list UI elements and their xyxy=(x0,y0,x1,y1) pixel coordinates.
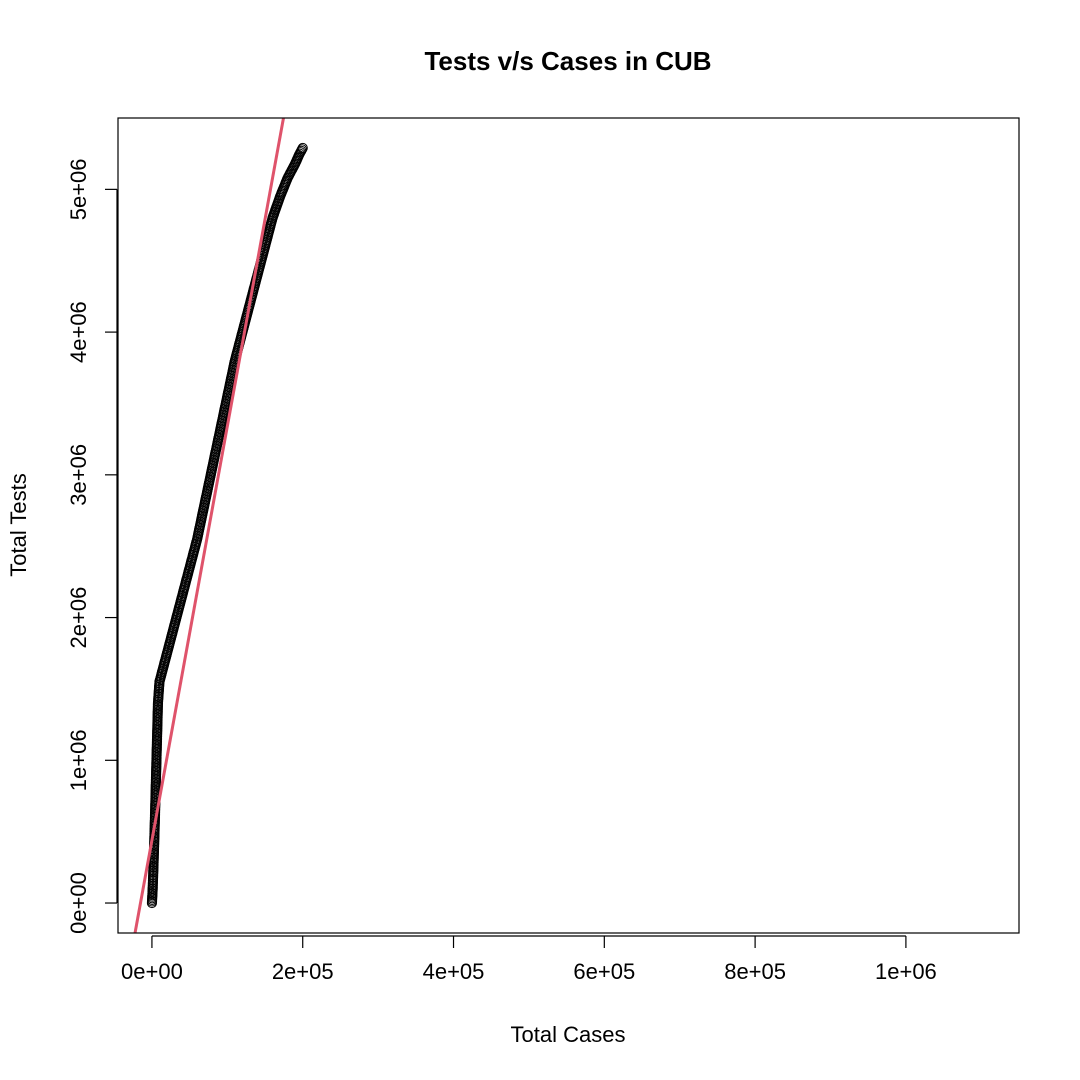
y-tick-label: 1e+06 xyxy=(66,729,91,791)
regression-line xyxy=(133,118,286,933)
data-point xyxy=(296,145,307,156)
regression-line-group xyxy=(133,118,286,933)
x-tick-label: 0e+00 xyxy=(121,959,183,984)
x-axis-label: Total Cases xyxy=(511,1022,626,1047)
x-tick-label: 8e+05 xyxy=(724,959,786,984)
x-tick-label: 6e+05 xyxy=(573,959,635,984)
data-points xyxy=(146,142,308,909)
y-tick-label: 3e+06 xyxy=(66,444,91,506)
plot-frame xyxy=(117,117,1020,934)
x-tick-label: 2e+05 xyxy=(272,959,334,984)
y-tick-label: 4e+06 xyxy=(66,301,91,363)
y-axis-label: Total Tests xyxy=(6,473,31,577)
x-tick-label: 4e+05 xyxy=(423,959,485,984)
y-tick-label: 5e+06 xyxy=(66,158,91,220)
data-point xyxy=(296,144,308,155)
y-tick-label: 0e+00 xyxy=(66,872,91,934)
y-axis: 0e+00 1e+06 2e+06 3e+06 4e+06 5e+06 xyxy=(66,158,118,934)
x-axis: 0e+00 2e+05 4e+05 6e+05 8e+05 1e+06 xyxy=(121,935,937,984)
data-point xyxy=(297,142,308,154)
x-tick-label: 1e+06 xyxy=(875,959,937,984)
chart-title: Tests v/s Cases in CUB xyxy=(424,46,711,76)
y-tick-label: 2e+06 xyxy=(66,587,91,649)
